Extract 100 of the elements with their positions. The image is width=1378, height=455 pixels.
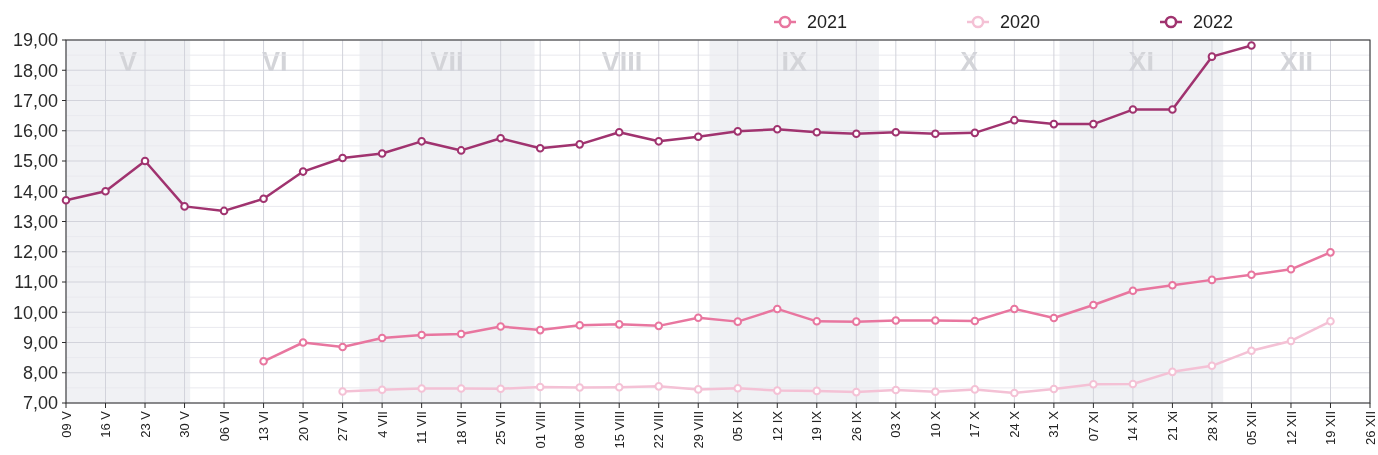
- x-tick-label: 21 Xi: [1164, 410, 1180, 441]
- point: [1089, 300, 1098, 310]
- point: [1010, 304, 1019, 314]
- point: [1049, 119, 1059, 129]
- point: [1247, 270, 1256, 280]
- x-tick-label: 15 VIII: [611, 411, 627, 449]
- x-tick-label: 12 IX: [769, 410, 785, 442]
- point: [812, 127, 822, 137]
- x-tick-label: 18 VII: [453, 411, 469, 445]
- point: [1128, 105, 1138, 114]
- point: [693, 132, 703, 142]
- x-tick-label: 14 XI: [1125, 411, 1141, 442]
- point: [1286, 265, 1296, 274]
- point: [338, 342, 347, 352]
- point: [575, 383, 584, 392]
- x-tick-label: 19 XII: [1323, 411, 1339, 445]
- x-tick-label: 23 V: [137, 410, 153, 438]
- y-tick-label: 8,00: [22, 363, 58, 384]
- y-tick-label: 7,00: [22, 393, 58, 414]
- point: [219, 206, 229, 216]
- point: [1207, 275, 1217, 285]
- point: [1168, 281, 1177, 290]
- point: [101, 186, 110, 196]
- point: [1286, 336, 1296, 346]
- point: [654, 137, 664, 146]
- y-tick-label: 10,00: [12, 302, 58, 323]
- point: [970, 385, 980, 394]
- x-tick-label: 09 V: [58, 410, 74, 438]
- y-tick-label: 9,00: [22, 332, 58, 353]
- x-tick-label: 19 IX: [809, 410, 825, 442]
- x-tick-label: 24 X: [1006, 410, 1022, 438]
- point: [259, 194, 268, 204]
- point: [377, 333, 387, 343]
- point: [456, 146, 466, 155]
- point: [1049, 384, 1059, 394]
- point: [693, 313, 703, 322]
- point: [852, 129, 861, 139]
- legend-label: 2020: [1000, 12, 1041, 33]
- point: [377, 385, 387, 394]
- point: [891, 316, 901, 325]
- point: [1168, 367, 1177, 377]
- point: [733, 127, 743, 136]
- point: [772, 386, 782, 395]
- x-tick-label: 27 VI: [335, 411, 351, 442]
- point: [535, 382, 545, 392]
- point: [1049, 313, 1059, 323]
- point: [1168, 105, 1177, 114]
- point: [535, 325, 545, 335]
- x-tick-label: 01 VIII: [532, 411, 548, 449]
- point: [733, 317, 743, 326]
- point: [614, 127, 624, 137]
- point: [298, 338, 308, 347]
- point: [1010, 115, 1019, 125]
- point: [1089, 119, 1098, 129]
- point: [417, 384, 426, 393]
- point: [1128, 286, 1138, 296]
- point: [733, 383, 743, 393]
- y-tick-label: 16,00: [12, 121, 58, 142]
- point: [377, 149, 387, 158]
- point: [1247, 346, 1256, 355]
- point: [1128, 379, 1138, 389]
- x-tick-label: 03 X: [888, 410, 904, 438]
- legend-label: 2021: [807, 12, 848, 33]
- y-tick-label: 11,00: [14, 272, 58, 293]
- point: [852, 387, 861, 397]
- x-tick-label: 20 VI: [295, 411, 311, 442]
- x-tick-label: 4 VII: [374, 411, 390, 438]
- x-tick-label: 11 VII: [414, 411, 430, 445]
- x-tick-label: 31 X: [1046, 410, 1062, 438]
- point: [496, 384, 505, 394]
- point: [654, 321, 664, 331]
- point: [1089, 379, 1098, 389]
- y-tick-label: 19,00: [12, 30, 58, 51]
- point: [852, 317, 861, 326]
- point: [931, 129, 940, 139]
- point: [614, 320, 624, 329]
- point: [61, 196, 71, 205]
- x-tick-label: 25 VII: [493, 411, 509, 445]
- x-tick-label: 22 VIII: [651, 411, 667, 449]
- x-tick-label: 26 IX: [848, 410, 864, 442]
- x-tick-label: 29 VIII: [690, 411, 706, 449]
- point: [417, 137, 426, 146]
- point: [1010, 388, 1019, 398]
- y-tick-label: 14,00: [12, 181, 58, 202]
- legend-label: 2022: [1193, 12, 1234, 33]
- point: [1207, 52, 1217, 61]
- point: [338, 387, 347, 396]
- x-tick-label: 05 IX: [730, 410, 746, 442]
- point: [891, 385, 901, 395]
- point: [772, 304, 782, 314]
- point: [931, 387, 940, 397]
- x-tick-label: 16 V: [98, 410, 114, 438]
- x-tick-label: 28 XI: [1204, 411, 1220, 442]
- point: [417, 330, 426, 340]
- point: [456, 384, 466, 393]
- x-tick-label: 07 XI: [1085, 411, 1101, 442]
- x-tick-label: 26 XII: [1362, 411, 1378, 445]
- y-tick-label: 17,00: [12, 90, 58, 111]
- point: [1207, 361, 1217, 371]
- point: [259, 356, 268, 366]
